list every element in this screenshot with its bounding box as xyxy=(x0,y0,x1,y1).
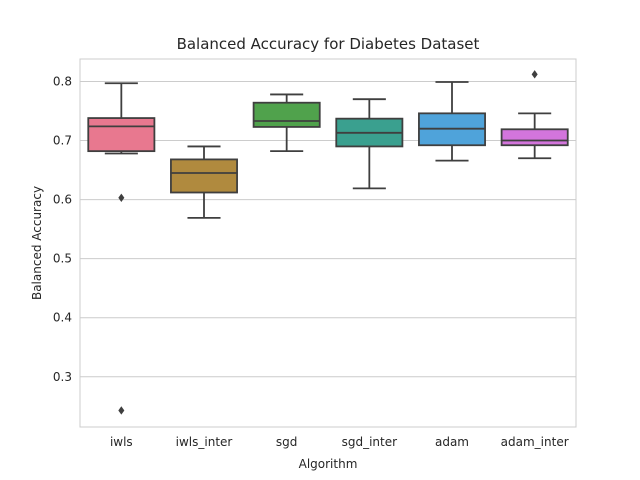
y-tick-label: 0.4 xyxy=(53,311,72,325)
box-iqr xyxy=(252,101,321,128)
outlier-point xyxy=(118,193,125,203)
box-iwls_inter xyxy=(170,145,238,219)
box-adam_inter xyxy=(500,70,569,160)
box-adam xyxy=(418,81,486,162)
box-iqr xyxy=(87,117,156,153)
box-sgd xyxy=(252,93,321,153)
x-tick-label: adam_inter xyxy=(501,435,569,449)
y-tick-label: 0.6 xyxy=(53,193,72,207)
y-tick-label: 0.7 xyxy=(53,134,72,148)
y-tick-labels: 0.3 0.4 0.5 0.6 0.7 0.8 xyxy=(53,74,72,383)
y-tick-label: 0.5 xyxy=(53,252,72,266)
plot-area-frame xyxy=(79,58,577,428)
x-tick-label: sgd_inter xyxy=(342,435,398,449)
box-iwls xyxy=(87,82,156,415)
x-tick-label: adam xyxy=(435,435,469,449)
x-tick-label: iwls_inter xyxy=(176,435,233,449)
x-tick-label: sgd xyxy=(276,435,298,449)
outlier-point xyxy=(118,406,125,415)
y-tick-label: 0.3 xyxy=(53,370,72,384)
y-gridlines xyxy=(80,80,576,378)
x-tick-labels: iwls iwls_inter sgd sgd_inter adam adam_inter xyxy=(110,435,569,449)
outlier-point xyxy=(531,70,538,79)
y-axis-label: Balanced Accuracy xyxy=(30,186,44,300)
box-iqr xyxy=(500,128,569,147)
x-axis-label: Algorithm xyxy=(299,457,358,471)
y-tick-label: 0.8 xyxy=(53,74,72,88)
chart-title: Balanced Accuracy for Diabetes Dataset xyxy=(177,35,480,53)
boxes xyxy=(87,70,569,415)
box-iqr xyxy=(170,158,238,194)
box-sgd_inter xyxy=(335,98,404,190)
x-tick-label: iwls xyxy=(110,435,133,449)
